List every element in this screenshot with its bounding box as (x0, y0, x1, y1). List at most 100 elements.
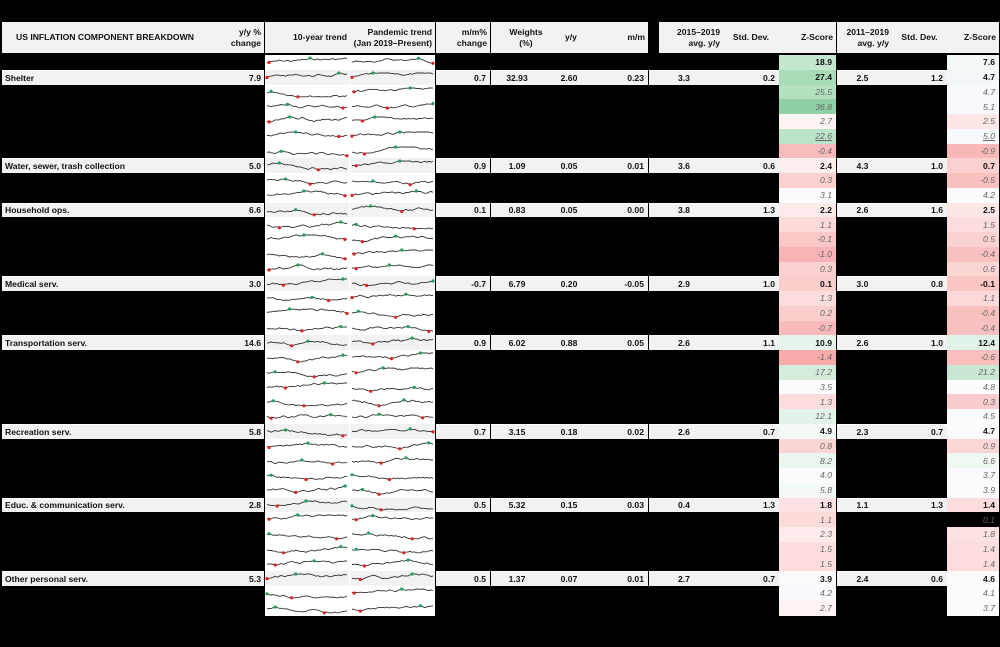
mm-change-value: 0.1 (436, 202, 490, 218)
sparkline-chart (266, 473, 348, 482)
sparkline-chart (350, 571, 435, 586)
component-name: Medical serv. (5, 279, 59, 290)
component-name: Educ. & communication serv. (5, 500, 125, 511)
z-score-1-value: 0.3 (779, 173, 836, 188)
avg-2015-2019-value: 0.4 (649, 497, 723, 513)
z-score-2-value: 7.6 (947, 55, 999, 70)
sparkline-chart (265, 158, 349, 173)
header-mm-change: m/m% change (436, 22, 490, 53)
z-score-2-value: 1.5 (947, 217, 999, 232)
avg-2015-2019-value: 2.6 (649, 423, 723, 439)
z-score-2-value: 0.5 (947, 232, 999, 247)
z-score-2-value: 0.1 (983, 514, 995, 525)
header-yy-change: y/y % change (230, 26, 261, 48)
yy-change-value: 2.8 (249, 500, 261, 511)
sparkline-chart (351, 514, 434, 522)
table-row-label: Shelter 7.9 (2, 69, 264, 85)
z-score-2-value: 2.5 (947, 202, 999, 218)
table-row-label: Educ. & communication serv. 2.8 (2, 497, 264, 513)
sparkline-chart (266, 484, 347, 494)
std-dev-2-value: 1.0 (892, 158, 947, 173)
mm-value: 0.23 (595, 69, 648, 85)
z-score-2-value: 1.4 (947, 497, 999, 513)
z-score-1-value: 8.2 (779, 453, 836, 468)
z-score-1-value: 27.4 (779, 69, 836, 85)
sparkline-chart (351, 144, 433, 156)
sparkline-chart (351, 487, 434, 496)
sparkline-chart (351, 234, 434, 244)
sparkline-chart (352, 179, 434, 187)
sparkline-chart (352, 531, 433, 541)
sparkline-chart (266, 605, 348, 615)
std-dev-2-value: 1.6 (892, 202, 947, 218)
sparkline-chart (351, 412, 434, 420)
component-name: Household ops. (5, 205, 70, 216)
yy-change-value: 5.0 (249, 161, 261, 172)
z-score-2-value: 0.3 (947, 394, 999, 409)
mm-value: 0.00 (595, 202, 648, 218)
z-score-2-value: 1.1 (947, 291, 999, 306)
z-score-2-value: 4.7 (947, 69, 999, 85)
z-score-1-value: -0.1 (779, 232, 836, 247)
avg-2015-2019-value: 3.8 (649, 202, 723, 218)
weights-value: 6.02 (491, 335, 547, 350)
z-score-2-value: 6.6 (947, 453, 999, 468)
z-score-2-value: 4.6 (947, 571, 999, 586)
sparkline-chart (265, 276, 349, 291)
sparkline-chart (350, 276, 435, 291)
std-dev-2-value: 0.6 (892, 571, 947, 586)
z-score-1-value: 1.3 (779, 291, 836, 306)
z-score-1-value: 25.5 (779, 84, 836, 100)
z-score-1-value: 4.0 (779, 468, 836, 483)
sparkline-chart (266, 262, 348, 272)
sparkline-chart (266, 115, 348, 124)
header-avg-2015-2019: 2015–2019 avg. y/y (659, 22, 723, 53)
z-score-1-value: 0.1 (779, 276, 836, 291)
avg-2011-2019-value: 2.5 (837, 69, 892, 85)
mm-value: 0.01 (595, 571, 648, 586)
sparkline-chart (266, 558, 348, 567)
weights-value: 3.15 (491, 423, 547, 439)
yy-value: 0.07 (547, 571, 595, 586)
z-score-2-value: -0.9 (947, 143, 999, 159)
z-score-1-value: -0.7 (779, 320, 836, 336)
z-score-1-value: 10.9 (779, 335, 836, 350)
sparkline-chart (351, 309, 434, 319)
z-score-1-value: 1.8 (779, 497, 836, 513)
sparkline-chart (351, 85, 433, 93)
z-score-2-value: 4.7 (947, 423, 999, 439)
sparkline-chart (266, 220, 348, 230)
sparkline-chart (351, 248, 434, 256)
avg-2011-2019-value: 1.1 (837, 497, 892, 513)
z-score-2-value: 12.4 (947, 335, 999, 350)
z-score-2-value: -0.1 (947, 276, 999, 291)
sparkline-chart (266, 369, 348, 379)
z-score-1-value: 1.3 (779, 394, 836, 409)
title-header: US INFLATION COMPONENT BREAKDOWN y/y % c… (2, 22, 264, 53)
yy-value: 0.20 (547, 276, 595, 291)
sparkline-chart (265, 497, 349, 513)
z-score-2-value: 0.7 (947, 158, 999, 173)
z-score-2-value: -0.4 (947, 305, 999, 321)
avg-2015-2019-value: 3.3 (649, 69, 723, 85)
z-score-1-value: 4.2 (779, 586, 836, 601)
header-weights: Weights (%) (491, 22, 547, 53)
component-name: Shelter (5, 72, 35, 83)
yy-value: 0.05 (547, 158, 595, 173)
sparkline-chart (266, 380, 347, 390)
z-score-1-value: 18.9 (779, 55, 836, 70)
mm-change-value: 0.5 (436, 497, 490, 513)
component-name: Other personal serv. (5, 574, 88, 585)
sparkline-chart (351, 398, 434, 408)
sparkline-chart (351, 223, 434, 231)
weights-value: 6.79 (491, 276, 547, 291)
z-score-2-value: -0.4 (947, 246, 999, 262)
sparkline-chart (350, 202, 435, 218)
sparkline-chart (266, 233, 348, 241)
z-score-1-value: 2.7 (779, 600, 836, 616)
std-dev-1-value: 1.1 (723, 335, 779, 350)
z-score-1-value: 12.1 (779, 409, 836, 424)
z-score-2-value: 4.2 (947, 187, 999, 203)
z-score-1-value: 17.2 (779, 364, 836, 380)
table-row-label: Recreation serv. 5.8 (2, 423, 264, 439)
